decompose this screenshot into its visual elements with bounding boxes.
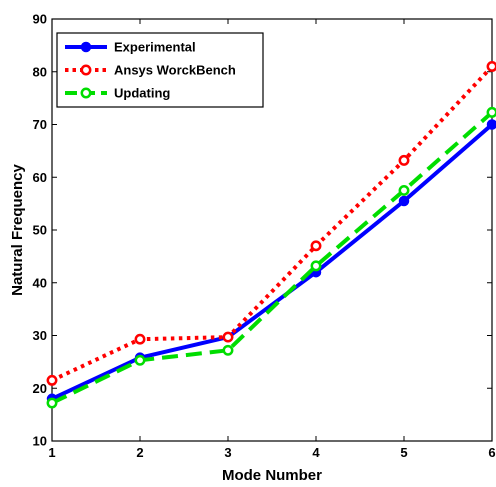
- data-point: [134, 333, 146, 345]
- y-tick-label: 30: [33, 328, 47, 343]
- plot-area: 10 20 30 40 50 60 70 80 90 1 2 3 4 5 6: [33, 12, 496, 460]
- x-tick-label: 1: [48, 445, 55, 460]
- legend-label: Experimental: [114, 40, 196, 55]
- legend-marker: [80, 41, 92, 53]
- y-tick-label: 20: [33, 381, 47, 396]
- y-tick-label: 10: [33, 434, 47, 449]
- y-tick-label: 90: [33, 12, 47, 27]
- y-tick-label: 70: [33, 117, 47, 132]
- y-tick-label: 40: [33, 275, 47, 290]
- series-line: [51, 65, 494, 383]
- data-point: [486, 119, 496, 130]
- x-axis-label: Mode Number: [222, 467, 322, 484]
- y-tick-label: 80: [33, 64, 47, 79]
- series-line: [51, 122, 494, 401]
- data-point: [134, 354, 146, 366]
- data-point: [310, 240, 322, 252]
- data-point: [46, 374, 58, 386]
- series-line: [51, 110, 494, 405]
- legend: Experimental Ansys WorckBench Updating: [56, 32, 264, 108]
- legend-label: Ansys WorckBench: [114, 63, 236, 78]
- series-1: [46, 119, 496, 405]
- y-tick-label: 50: [33, 223, 47, 238]
- series-3: [46, 106, 496, 409]
- data-point: [222, 344, 234, 356]
- data-point: [398, 195, 410, 207]
- data-point: [222, 331, 234, 343]
- series-2: [46, 61, 496, 386]
- data-point: [310, 260, 322, 272]
- x-tick-label: 5: [400, 445, 407, 460]
- y-tick-label: 60: [33, 170, 47, 185]
- x-tick-label: 2: [136, 445, 143, 460]
- y-axis-label: Natural Frequency: [9, 163, 26, 295]
- legend-label: Updating: [114, 86, 170, 101]
- data-point: [486, 106, 496, 118]
- data-point: [46, 397, 58, 409]
- legend-marker: [80, 87, 92, 99]
- data-point: [398, 154, 410, 166]
- x-tick-label: 6: [488, 445, 495, 460]
- legend-marker: [80, 64, 92, 76]
- x-tick-label: 3: [224, 445, 231, 460]
- data-point: [486, 61, 496, 72]
- x-tick-label: 4: [312, 445, 320, 460]
- data-point: [398, 184, 410, 196]
